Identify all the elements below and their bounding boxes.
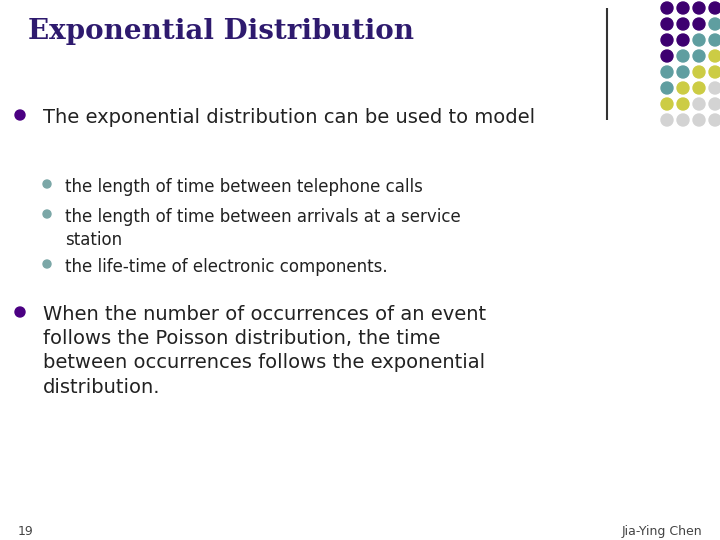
Circle shape bbox=[709, 18, 720, 30]
Circle shape bbox=[661, 50, 673, 62]
Circle shape bbox=[693, 82, 705, 94]
Circle shape bbox=[677, 34, 689, 46]
Circle shape bbox=[693, 34, 705, 46]
Circle shape bbox=[677, 82, 689, 94]
Circle shape bbox=[677, 66, 689, 78]
Circle shape bbox=[709, 114, 720, 126]
Circle shape bbox=[677, 114, 689, 126]
Text: When the number of occurrences of an event
follows the Poisson distribution, the: When the number of occurrences of an eve… bbox=[43, 305, 486, 397]
Circle shape bbox=[677, 50, 689, 62]
Circle shape bbox=[661, 98, 673, 110]
Circle shape bbox=[677, 2, 689, 14]
Text: Exponential Distribution: Exponential Distribution bbox=[28, 18, 414, 45]
Circle shape bbox=[693, 50, 705, 62]
Circle shape bbox=[661, 114, 673, 126]
Circle shape bbox=[661, 82, 673, 94]
Text: 19: 19 bbox=[18, 525, 34, 538]
Text: the life-time of electronic components.: the life-time of electronic components. bbox=[65, 258, 387, 276]
Circle shape bbox=[15, 307, 25, 317]
Text: The exponential distribution can be used to model: The exponential distribution can be used… bbox=[43, 108, 535, 127]
Circle shape bbox=[661, 18, 673, 30]
Text: Jia-Ying Chen: Jia-Ying Chen bbox=[621, 525, 702, 538]
Circle shape bbox=[15, 110, 25, 120]
Circle shape bbox=[43, 260, 51, 268]
Circle shape bbox=[693, 66, 705, 78]
Circle shape bbox=[43, 180, 51, 188]
Circle shape bbox=[693, 114, 705, 126]
Circle shape bbox=[693, 18, 705, 30]
Circle shape bbox=[43, 210, 51, 218]
Circle shape bbox=[693, 98, 705, 110]
Circle shape bbox=[709, 82, 720, 94]
Circle shape bbox=[709, 50, 720, 62]
Circle shape bbox=[709, 98, 720, 110]
Circle shape bbox=[677, 98, 689, 110]
Circle shape bbox=[693, 2, 705, 14]
Circle shape bbox=[661, 66, 673, 78]
Circle shape bbox=[709, 34, 720, 46]
Circle shape bbox=[677, 18, 689, 30]
Text: the length of time between arrivals at a service
station: the length of time between arrivals at a… bbox=[65, 208, 461, 249]
Circle shape bbox=[661, 34, 673, 46]
Circle shape bbox=[661, 2, 673, 14]
Circle shape bbox=[709, 2, 720, 14]
Text: the length of time between telephone calls: the length of time between telephone cal… bbox=[65, 178, 423, 196]
Circle shape bbox=[709, 66, 720, 78]
